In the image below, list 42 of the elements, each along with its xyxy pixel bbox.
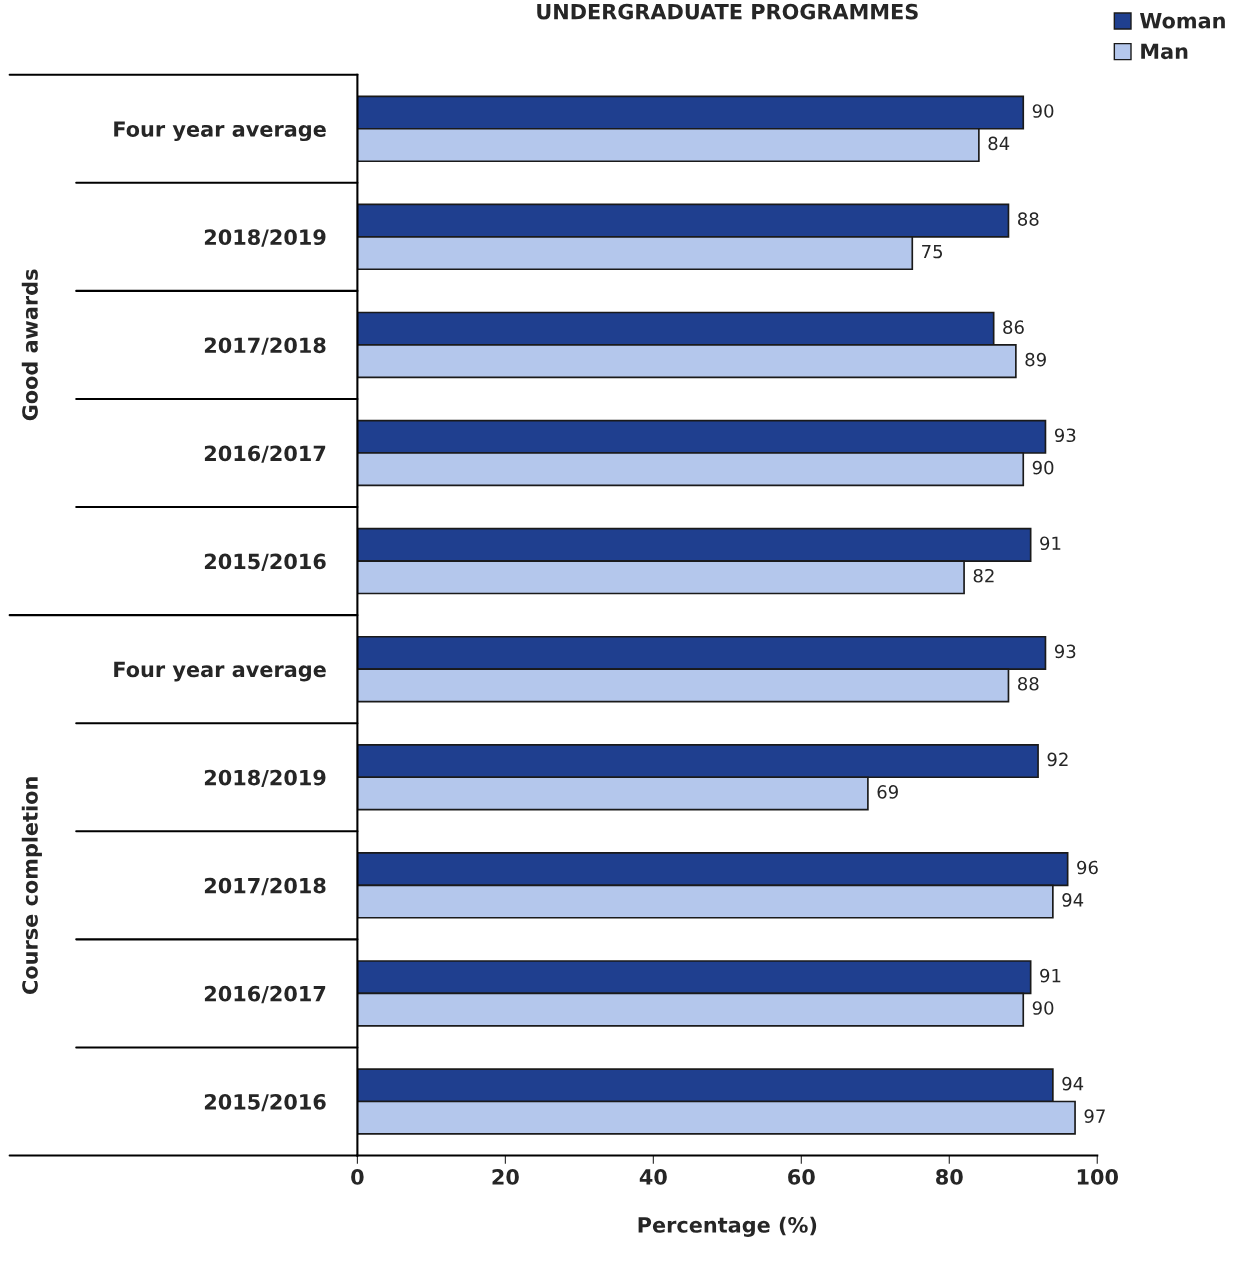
data-label: 90 <box>1032 104 1054 118</box>
data-label: 94 <box>1062 893 1084 907</box>
data-label: 69 <box>877 785 898 799</box>
data-label: 93 <box>1054 644 1076 659</box>
data-label: 91 <box>1040 968 1061 983</box>
data-label: 90 <box>1032 460 1054 475</box>
legend-label: Woman <box>1139 13 1225 29</box>
y-tick-label: 2018/2019 <box>204 769 326 788</box>
data-label: 89 <box>1025 352 1046 367</box>
x-tick-label: 0 <box>351 1169 364 1185</box>
y-tick-label: 2018/2019 <box>204 229 326 247</box>
y-tick-label: 2016/2017 <box>204 445 326 463</box>
data-label: 93 <box>1054 428 1076 443</box>
data-label: 86 <box>1003 320 1024 334</box>
data-label: 90 <box>1032 1001 1054 1015</box>
legend-label: Man <box>1141 43 1188 60</box>
y-tick-label: 2015/2016 <box>204 1093 326 1112</box>
x-tick-label: 60 <box>788 1169 815 1185</box>
x-tick-label: 20 <box>492 1169 519 1185</box>
data-label: 75 <box>922 244 943 259</box>
text: Good awards <box>21 269 38 421</box>
y-tick-label: 2017/2018 <box>204 877 326 896</box>
data-label: 94 <box>1062 1076 1084 1091</box>
y-tick-label: 2015/2016 <box>204 553 326 571</box>
text: Course completion <box>21 777 42 994</box>
y-tick-label: Four year average <box>114 121 326 142</box>
x-tick-label: 40 <box>639 1169 667 1185</box>
y-tick-label: Four year average <box>114 661 326 682</box>
data-label: 82 <box>973 568 994 583</box>
data-label: 92 <box>1047 752 1068 767</box>
y-tick-label: 2017/2018 <box>204 337 326 355</box>
x-tick-label: 100 <box>1077 1169 1118 1185</box>
y-tick-label: 2016/2017 <box>204 985 326 1004</box>
data-label: 97 <box>1084 1109 1105 1123</box>
data-label: 88 <box>1018 676 1039 691</box>
x-axis-title: Percentage (%) <box>638 1216 817 1237</box>
data-label: 88 <box>1018 212 1039 226</box>
x-tick-label: 80 <box>936 1169 963 1185</box>
chart-title: UNDERGRADUATE PROGRAMMES <box>537 3 918 20</box>
data-label: 96 <box>1077 860 1098 875</box>
data-label: 84 <box>988 136 1010 151</box>
data-label: 91 <box>1040 536 1061 551</box>
